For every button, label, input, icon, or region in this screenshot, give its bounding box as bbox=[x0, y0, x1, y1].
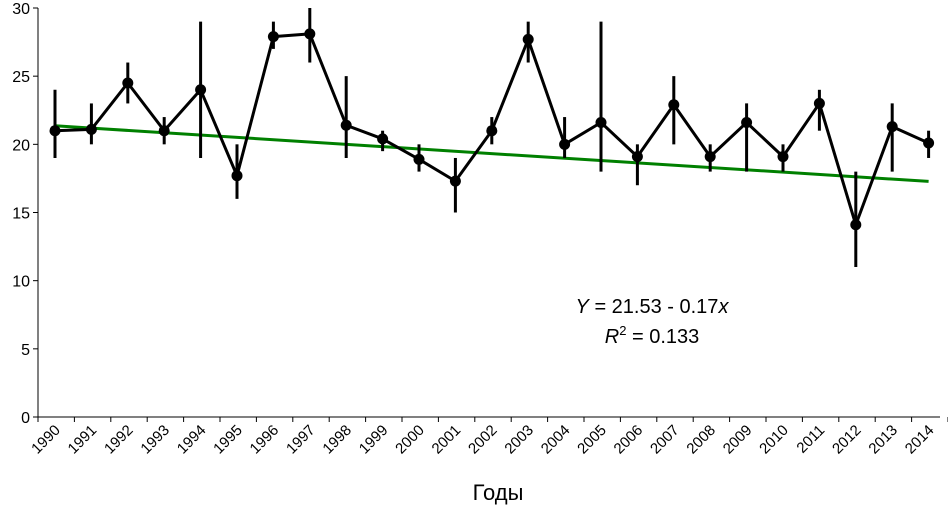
data-point bbox=[304, 28, 316, 40]
y-tick-label: 15 bbox=[12, 206, 30, 223]
y-tick-label: 0 bbox=[21, 410, 30, 427]
data-point bbox=[49, 125, 61, 137]
x-tick-label: 2002 bbox=[465, 422, 501, 458]
data-point bbox=[813, 97, 825, 109]
y-tick-label: 5 bbox=[21, 342, 30, 359]
x-tick-label: 2007 bbox=[647, 422, 683, 458]
x-tick-label: 1996 bbox=[247, 422, 283, 458]
data-point bbox=[449, 175, 461, 187]
data-point bbox=[377, 133, 389, 145]
data-point bbox=[923, 137, 935, 149]
data-point bbox=[158, 125, 170, 137]
r-squared-text: R2 = 0.133 bbox=[605, 323, 700, 348]
data-point bbox=[413, 153, 425, 165]
x-tick-label: 2001 bbox=[429, 422, 465, 458]
x-tick-label: 2010 bbox=[756, 422, 792, 458]
y-tick-label: 10 bbox=[12, 274, 30, 291]
x-tick-label: 2003 bbox=[501, 422, 537, 458]
y-axis: 0 5 10 15 20 25 30 bbox=[12, 1, 39, 427]
data-point bbox=[631, 151, 643, 163]
x-tick-label: 2013 bbox=[865, 422, 901, 458]
x-tick-label: 1993 bbox=[137, 422, 173, 458]
y-tick-label: 30 bbox=[12, 1, 30, 18]
x-tick-label: 2014 bbox=[902, 422, 938, 458]
x-tick-label: 2000 bbox=[392, 422, 428, 458]
data-points bbox=[49, 28, 935, 231]
x-tick-label: 2006 bbox=[611, 422, 647, 458]
data-point bbox=[777, 151, 789, 163]
x-tick-label: 1992 bbox=[101, 422, 137, 458]
x-tick-label: 2004 bbox=[538, 422, 574, 458]
x-tick-label: 1995 bbox=[210, 422, 246, 458]
data-point bbox=[267, 31, 279, 43]
x-tick-label: 1997 bbox=[283, 422, 319, 458]
data-point bbox=[486, 125, 498, 137]
data-point bbox=[559, 138, 571, 150]
x-tick-label: 2008 bbox=[683, 422, 719, 458]
x-tick-label: 1994 bbox=[174, 422, 210, 458]
x-tick-label: 1998 bbox=[319, 422, 355, 458]
data-point bbox=[595, 117, 607, 129]
x-tick-label: 2012 bbox=[829, 422, 865, 458]
y-tick-label: 20 bbox=[12, 137, 30, 154]
data-point bbox=[741, 117, 753, 129]
x-tick-label: 2009 bbox=[720, 422, 756, 458]
x-tick-label: 1999 bbox=[356, 422, 392, 458]
data-point bbox=[195, 84, 207, 96]
x-axis-title: Годы bbox=[473, 480, 524, 505]
data-point bbox=[668, 99, 680, 111]
regression-annotation: Y = 21.53 - 0.17x R2 = 0.133 bbox=[576, 296, 730, 348]
data-point bbox=[886, 121, 898, 133]
x-tick-label: 2011 bbox=[793, 422, 828, 457]
data-point bbox=[231, 170, 243, 182]
data-point bbox=[522, 33, 534, 45]
data-point bbox=[340, 119, 352, 131]
x-tick-label: 2005 bbox=[574, 422, 610, 458]
y-tick-label: 25 bbox=[12, 69, 30, 86]
data-point bbox=[850, 219, 862, 231]
x-tick-label: 1991 bbox=[65, 422, 101, 458]
x-tick-label: 1990 bbox=[28, 422, 64, 458]
equation-text: Y = 21.53 - 0.17x bbox=[576, 296, 730, 318]
data-point bbox=[122, 77, 134, 89]
data-point bbox=[704, 151, 716, 163]
data-point bbox=[85, 123, 97, 135]
x-axis: 1990 1991 1992 1993 1994 1995 1996 1997 1998 1999… bbox=[28, 416, 948, 458]
